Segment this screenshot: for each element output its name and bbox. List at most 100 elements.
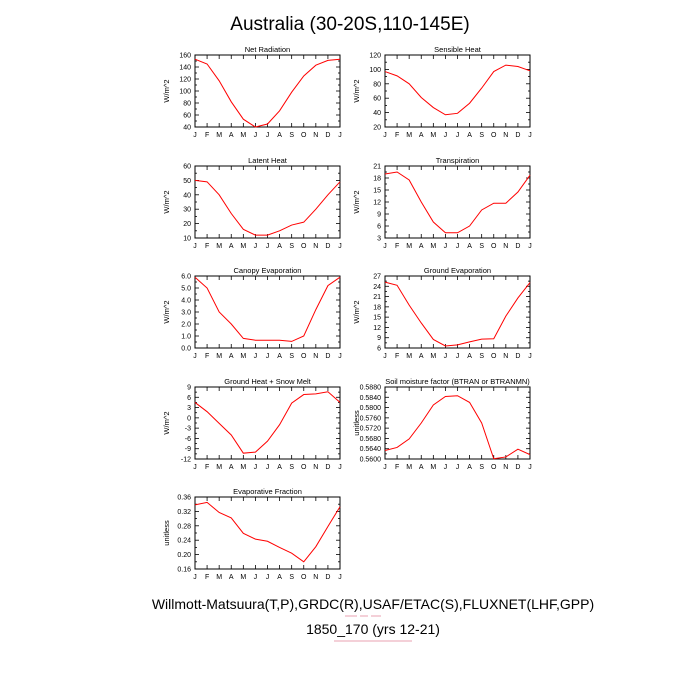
panel-7-xtick-label: J [254,464,258,471]
panel-8-ytick-label: 0.5680 [360,436,382,443]
figure-title: Australia (30-20S,110-145E) [230,14,469,35]
panel-8-series-line [384,395,531,460]
panel-2-xtick-label: S [479,132,484,139]
panel-3-ytick-label: 60 [183,164,191,171]
panel-7-ytick-label: -9 [185,446,191,453]
panel-6-ytick-label: 27 [373,274,381,281]
panel-6-xtick-label: J [528,353,532,360]
panel-3-xtick-label: J [254,243,258,250]
panel-3-xtick-label: A [277,243,282,250]
panel-5-ytick-label: 5.0 [181,286,191,293]
panel-6-xtick-label: M [430,353,436,360]
panel-1-ytick-label: 100 [179,89,191,96]
panel-2-xtick-label: D [515,132,520,139]
panel-9-ytick-label: 0.16 [177,567,191,574]
panel-7-ytick-label: 9 [187,385,191,392]
panel-1-ylabel: W/m^2 [162,79,171,102]
panel-3-title: Latent Heat [248,156,288,165]
panel-2-title: Sensible Heat [434,45,482,54]
panel-7-xtick-label: J [266,464,270,471]
panel-6-xtick-label: A [467,353,472,360]
panel-1-ytick-label: 160 [179,53,191,60]
panel-1-ytick-label: 80 [183,101,191,108]
panel-5-ytick-label: 0.0 [181,346,191,353]
panel-5: Canopy Evaporation W/m^2 6.0 5.0 4.0 3.0 2.0 1.… [162,266,342,360]
panel-6-xtick-label: M [406,353,412,360]
panel-2-xtick-label: J [444,132,448,139]
panel-1-xtick-label: O [301,132,307,139]
panel-1-title: Net Radiation [245,45,290,54]
panel-7-xtick-label: J [338,464,342,471]
panel-1-xtick-label: J [254,132,258,139]
panel-1-ytick-label: 120 [179,77,191,84]
panel-8-xtick-label: M [430,464,436,471]
panel-9-ytick-label: 0.28 [177,523,191,530]
panel-1-frame [194,54,341,128]
panel-4-ytick-label: 15 [373,188,381,195]
panel-5-xtick-label: J [193,353,197,360]
panel-8-title: Soil moisture factor (BTRAN or BTRANMN) [385,377,530,386]
panel-6-xtick-label: O [491,353,497,360]
panel-7-xtick-label: O [301,464,307,471]
panel-5-xtick-label: N [313,353,318,360]
panel-4-xtick-label: J [528,243,532,250]
panel-9-ytick-label: 0.36 [177,495,191,502]
panel-2-xtick-label: J [383,132,387,139]
panel-4-xtick-label: M [430,243,436,250]
panel-6-xtick-label: F [395,353,399,360]
panel-3-ytick-label: 40 [183,192,191,199]
panel-4-ytick-label: 18 [373,176,381,183]
panel-8-ytick-label: 0.5640 [360,446,382,453]
panel-8: Soil moisture factor (BTRAN or BTRANMN) u… [352,377,532,471]
panel-7-ytick-label: 0 [187,415,191,422]
panel-3-series-line [194,179,341,236]
panel-1-xtick-label: J [338,132,342,139]
panel-3-xtick-label: F [205,243,209,250]
panel-8-xtick-label: S [479,464,484,471]
panel-9-title: Evaporative Fraction [233,487,302,496]
panel-4-xtick-label: J [383,243,387,250]
panel-4-ytick-label: 6 [377,224,381,231]
panel-8-ytick-label: 0.5600 [360,457,382,464]
panel-3-xtick-label: J [193,243,197,250]
panel-4-xtick-label: S [479,243,484,250]
panel-9-xtick-label: J [193,574,197,581]
panel-9-xtick-label: J [254,574,258,581]
panel-3-xtick-label: J [266,243,270,250]
panel-2-xtick-label: J [528,132,532,139]
panel-8-xtick-label: J [528,464,532,471]
panel-2-xtick-label: M [430,132,436,139]
panel-5-xtick-label: O [301,353,307,360]
panel-7-ytick-label: -6 [185,436,191,443]
panel-4-xtick-label: O [491,243,497,250]
panel-3-xtick-label: S [289,243,294,250]
panel-4-ytick-label: 12 [373,200,381,207]
panel-8-xtick-label: M [406,464,412,471]
panel-5-xtick-label: J [338,353,342,360]
panel-5-xtick-label: F [205,353,209,360]
panel-8-xtick-label: A [419,464,424,471]
panel-5-xtick-label: J [254,353,258,360]
panel-2-xtick-label: F [395,132,399,139]
panel-7-xtick-label: A [277,464,282,471]
panel-4-xtick-label: J [456,243,460,250]
panel-4-xtick-label: M [406,243,412,250]
panel-6-ytick-label: 21 [373,294,381,301]
panel-9-xtick-label: F [205,574,209,581]
panel-2-series-line [384,64,531,116]
panel-7-ytick-label: 3 [187,405,191,412]
panel-1-series-line [194,58,341,128]
panel-7-xtick-label: M [216,464,222,471]
panel-7-xtick-label: N [313,464,318,471]
panel-9-series-line [194,501,341,563]
panel-6-ytick-label: 18 [373,304,381,311]
panel-6-xtick-label: J [444,353,448,360]
panel-7-series-line [194,391,341,454]
panel-5-title: Canopy Evaporation [234,266,302,275]
panel-7-xtick-label: F [205,464,209,471]
panel-2-xtick-label: J [456,132,460,139]
panel-4-xtick-label: D [515,243,520,250]
panel-5-xtick-label: S [289,353,294,360]
panel-8-xtick-label: D [515,464,520,471]
